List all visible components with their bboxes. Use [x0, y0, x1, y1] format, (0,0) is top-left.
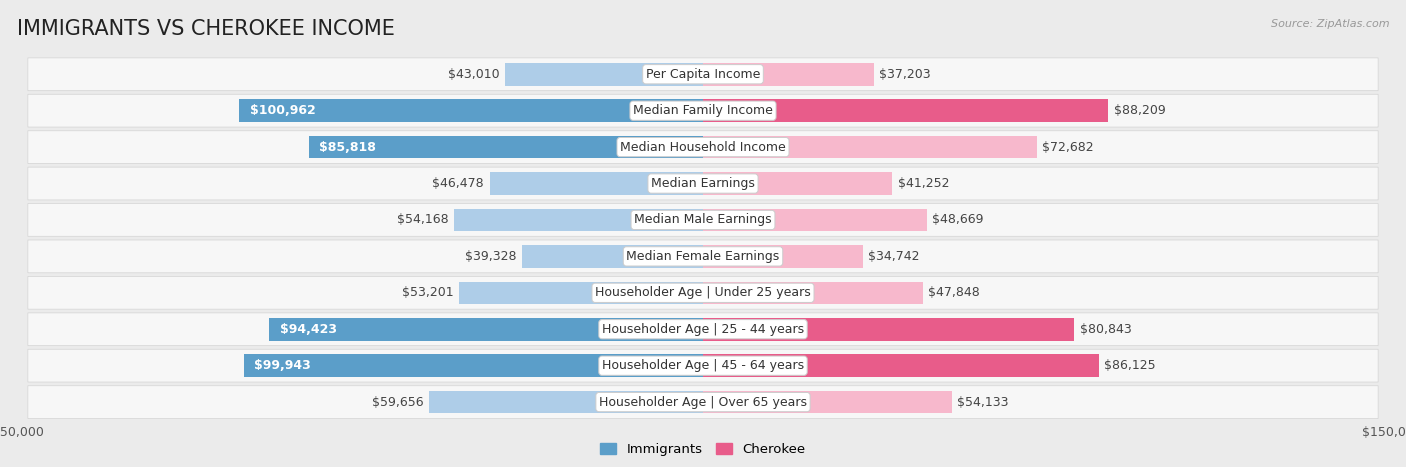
- FancyBboxPatch shape: [28, 167, 1378, 200]
- Text: $59,656: $59,656: [371, 396, 423, 409]
- Text: Median Earnings: Median Earnings: [651, 177, 755, 190]
- Text: Householder Age | Under 25 years: Householder Age | Under 25 years: [595, 286, 811, 299]
- Text: IMMIGRANTS VS CHEROKEE INCOME: IMMIGRANTS VS CHEROKEE INCOME: [17, 19, 395, 39]
- Text: $34,742: $34,742: [868, 250, 920, 263]
- FancyBboxPatch shape: [28, 131, 1378, 163]
- Bar: [703, 63, 875, 85]
- FancyBboxPatch shape: [28, 94, 1378, 127]
- Text: Median Female Earnings: Median Female Earnings: [627, 250, 779, 263]
- Text: $54,133: $54,133: [957, 396, 1008, 409]
- Text: $48,669: $48,669: [932, 213, 984, 226]
- Text: Median Male Earnings: Median Male Earnings: [634, 213, 772, 226]
- Bar: [429, 391, 703, 413]
- FancyBboxPatch shape: [28, 276, 1378, 309]
- Bar: [703, 209, 927, 231]
- Text: $47,848: $47,848: [928, 286, 980, 299]
- Bar: [703, 391, 952, 413]
- FancyBboxPatch shape: [28, 204, 1378, 236]
- Bar: [703, 282, 922, 304]
- Bar: [703, 245, 862, 268]
- Text: $80,843: $80,843: [1080, 323, 1132, 336]
- Text: Householder Age | 45 - 64 years: Householder Age | 45 - 64 years: [602, 359, 804, 372]
- Text: Median Family Income: Median Family Income: [633, 104, 773, 117]
- Bar: [458, 282, 703, 304]
- Bar: [506, 63, 703, 85]
- Bar: [270, 318, 703, 340]
- FancyBboxPatch shape: [28, 240, 1378, 273]
- Text: $72,682: $72,682: [1042, 141, 1094, 154]
- Bar: [703, 99, 1108, 122]
- Bar: [703, 136, 1036, 158]
- Legend: Immigrants, Cherokee: Immigrants, Cherokee: [595, 438, 811, 461]
- Text: $88,209: $88,209: [1114, 104, 1166, 117]
- Text: Per Capita Income: Per Capita Income: [645, 68, 761, 81]
- Text: $94,423: $94,423: [280, 323, 336, 336]
- FancyBboxPatch shape: [28, 58, 1378, 91]
- Text: Source: ZipAtlas.com: Source: ZipAtlas.com: [1271, 19, 1389, 28]
- Text: $85,818: $85,818: [319, 141, 375, 154]
- Text: Householder Age | 25 - 44 years: Householder Age | 25 - 44 years: [602, 323, 804, 336]
- FancyBboxPatch shape: [28, 313, 1378, 346]
- Bar: [245, 354, 703, 377]
- Text: $100,962: $100,962: [250, 104, 315, 117]
- Text: $39,328: $39,328: [465, 250, 517, 263]
- Text: $37,203: $37,203: [879, 68, 931, 81]
- Bar: [454, 209, 703, 231]
- Bar: [489, 172, 703, 195]
- Text: $41,252: $41,252: [898, 177, 949, 190]
- Bar: [703, 318, 1074, 340]
- Text: $43,010: $43,010: [449, 68, 501, 81]
- Bar: [239, 99, 703, 122]
- Bar: [523, 245, 703, 268]
- Bar: [703, 172, 893, 195]
- Bar: [703, 354, 1098, 377]
- Text: Median Household Income: Median Household Income: [620, 141, 786, 154]
- FancyBboxPatch shape: [28, 386, 1378, 418]
- Text: Householder Age | Over 65 years: Householder Age | Over 65 years: [599, 396, 807, 409]
- FancyBboxPatch shape: [28, 349, 1378, 382]
- Bar: [309, 136, 703, 158]
- Text: $53,201: $53,201: [402, 286, 453, 299]
- Text: $86,125: $86,125: [1104, 359, 1156, 372]
- Text: $99,943: $99,943: [254, 359, 311, 372]
- Text: $54,168: $54,168: [396, 213, 449, 226]
- Text: $46,478: $46,478: [433, 177, 484, 190]
